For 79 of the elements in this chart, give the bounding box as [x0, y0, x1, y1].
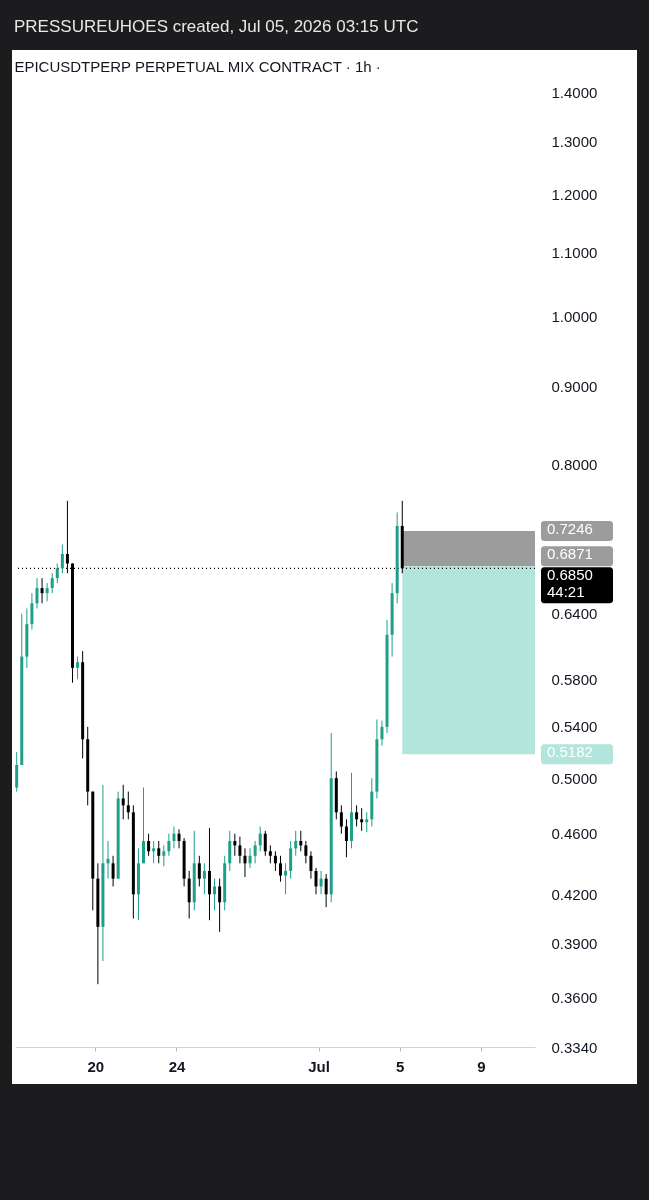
y-tick-label: 0.5800 [551, 670, 598, 688]
candlestick [314, 867, 318, 895]
candlestick [177, 828, 181, 849]
y-tick-label: 0.3900 [551, 935, 598, 953]
candlestick [207, 827, 211, 921]
candlestick [15, 751, 19, 793]
candlestick [355, 804, 359, 827]
y-tick-label: 1.4000 [551, 83, 598, 101]
candlestick [121, 784, 125, 820]
candlestick [228, 830, 232, 872]
text: 0.6871 [547, 545, 593, 563]
candlestick [284, 862, 288, 895]
y-tick-label: 0.4600 [551, 825, 598, 843]
y-tick-label: 1.2000 [551, 186, 598, 204]
candlestick [248, 847, 252, 869]
y-tick-label: 1.0000 [551, 307, 598, 325]
candlestick [172, 825, 176, 849]
band-label: 0.5182 [547, 743, 593, 761]
y-tick-label: 0.9000 [551, 377, 598, 395]
candlestick [258, 825, 262, 852]
y-tick-label: 0.5000 [551, 769, 598, 787]
candlestick [309, 850, 313, 880]
candlestick [50, 572, 54, 594]
candlestick [30, 592, 34, 630]
y-tick-label: 0.6400 [551, 605, 598, 623]
y-tick-label: 0.8000 [551, 456, 598, 474]
x-tick-label: Jul [308, 1057, 330, 1075]
text: 44:21 [547, 583, 585, 601]
candlestick [142, 787, 146, 864]
candlestick [45, 582, 49, 602]
x-tick-label: 24 [168, 1057, 186, 1075]
candlestick [344, 818, 348, 858]
y-tick-label: 0.3600 [551, 988, 598, 1006]
candlestick [147, 833, 151, 857]
candlestick [299, 830, 303, 852]
candlestick [76, 656, 80, 680]
y-tick-label: 0.5400 [551, 718, 598, 736]
candlestick [152, 840, 156, 864]
y-tick-label: 1.1000 [551, 244, 598, 262]
candlestick [238, 836, 242, 864]
candlestick [40, 577, 44, 604]
candlestick [197, 855, 201, 887]
candlestick [213, 878, 217, 911]
x-tick-label: 20 [87, 1057, 105, 1075]
candlestick [380, 720, 384, 747]
candlestick [360, 807, 364, 832]
candlestick [218, 878, 222, 933]
candlestick [126, 791, 130, 820]
x-tick-label: 9 [477, 1057, 486, 1075]
candlestick [304, 840, 308, 864]
candlestick [157, 840, 161, 864]
candlestick [111, 855, 115, 887]
candlestick [279, 855, 282, 883]
chart-title: EPICUSDTPERP PERPETUAL MIX CONTRACT · 1h · [14, 58, 381, 75]
y-tick-label: 0.3340 [551, 1038, 598, 1056]
candlestick [289, 840, 293, 880]
candlestick [319, 870, 323, 895]
candlestick [55, 563, 59, 584]
candlestick [253, 840, 257, 864]
candlestick [243, 847, 247, 878]
candlestick [365, 811, 369, 833]
candlestick [35, 577, 39, 609]
y-tick-label: 0.4200 [551, 885, 598, 903]
candlestick [202, 862, 206, 895]
candlestick [167, 833, 171, 857]
candlestick [60, 543, 64, 574]
x-tick-label: 5 [396, 1057, 405, 1075]
ref-line-label: 0.6850 [547, 566, 593, 584]
y-tick-label: 1.3000 [551, 132, 598, 150]
text: PRESSUREUHOES created, Jul 05, 2026 03:15 UTC [13, 16, 420, 38]
candlestick [233, 833, 237, 857]
candlestick [263, 830, 267, 857]
candlestick [294, 830, 298, 857]
candlestick [162, 844, 166, 867]
candlestick [324, 873, 328, 908]
candlestick [187, 870, 191, 920]
band-label: 0.7246 [547, 519, 593, 537]
candlestick [339, 804, 343, 835]
candlestick [273, 850, 277, 872]
